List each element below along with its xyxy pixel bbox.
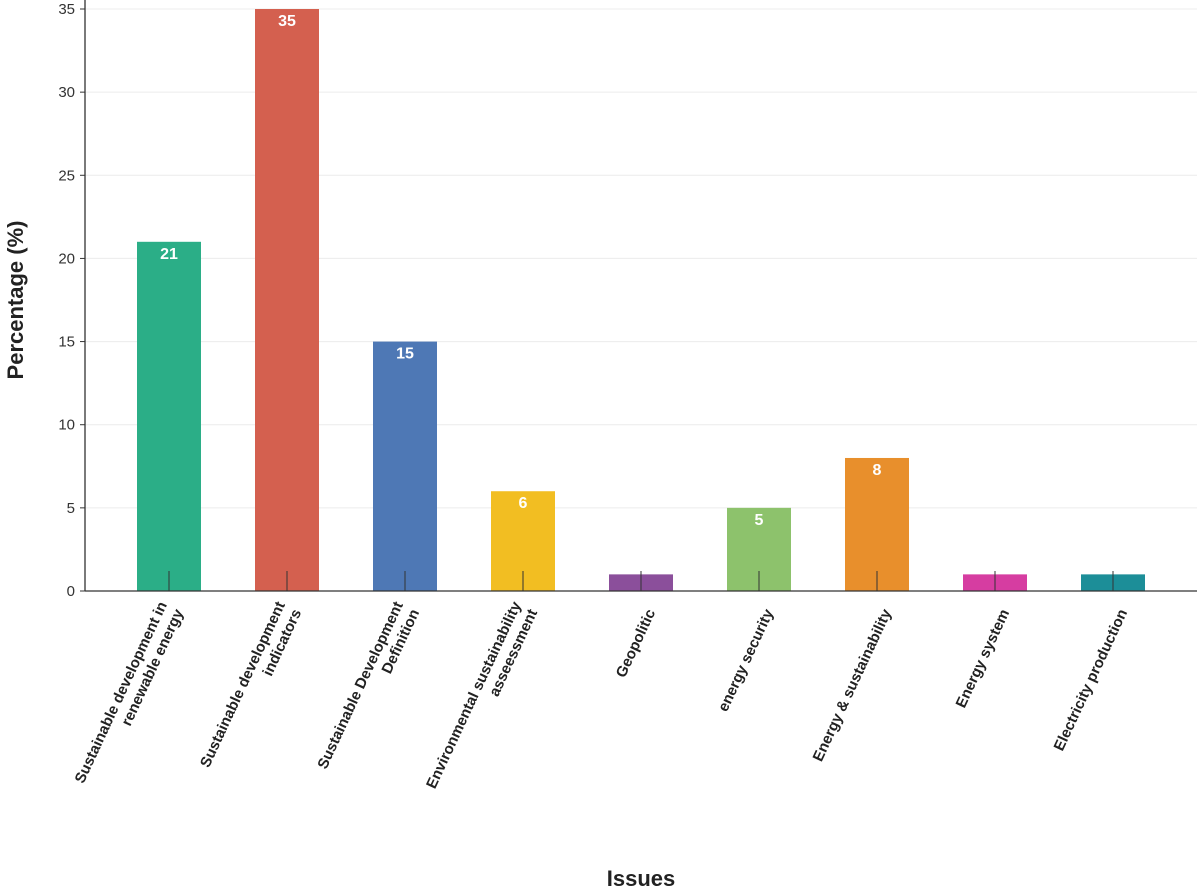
data-labels: 21 35 15 6 5 8 <box>160 13 881 529</box>
y-tick-label: 0 <box>67 583 75 600</box>
bar <box>373 341 437 591</box>
x-tick-label: energy security <box>715 606 778 714</box>
x-tick-label: Electricity production <box>1051 607 1132 754</box>
x-axis-title: Issues <box>607 866 676 890</box>
y-tick-label: 25 <box>58 167 75 184</box>
data-label: 6 <box>519 495 528 512</box>
bar <box>845 457 909 591</box>
bars <box>137 9 1145 592</box>
data-label: 5 <box>755 512 764 529</box>
data-label: 8 <box>873 462 882 479</box>
x-tick-labels: Sustainable development inrenewable ener… <box>72 598 1132 798</box>
y-tick-label: 35 <box>58 1 75 18</box>
axes <box>80 0 1197 592</box>
grid-lines <box>85 8 1197 509</box>
y-tick-labels: 0 5 10 15 20 25 30 35 <box>58 1 75 600</box>
y-tick-label: 20 <box>58 250 75 267</box>
y-tick-label: 15 <box>58 334 75 351</box>
x-tick-label: Energy & sustainability <box>810 606 896 764</box>
x-tick-label: Energy system <box>953 607 1014 711</box>
y-axis-title: Percentage (%) <box>3 221 28 380</box>
bar <box>255 9 319 591</box>
x-tick-label: Geopolitic <box>613 607 659 681</box>
data-label: 21 <box>160 246 178 263</box>
y-tick-label: 30 <box>58 84 75 101</box>
x-tick-label: Sustainable development inrenewable ener… <box>72 598 188 793</box>
y-tick-label: 10 <box>58 417 75 434</box>
data-label: 15 <box>396 346 414 363</box>
data-label: 35 <box>278 13 296 30</box>
x-tick-label: Environmental sustainabilityasseessment <box>423 598 541 798</box>
x-tick-label: Sustainable developmentindicators <box>197 599 305 778</box>
y-tick-label: 5 <box>67 500 75 517</box>
bar <box>137 241 201 592</box>
x-tick-label: Sustainable DevelopmentDefinition <box>314 599 423 779</box>
